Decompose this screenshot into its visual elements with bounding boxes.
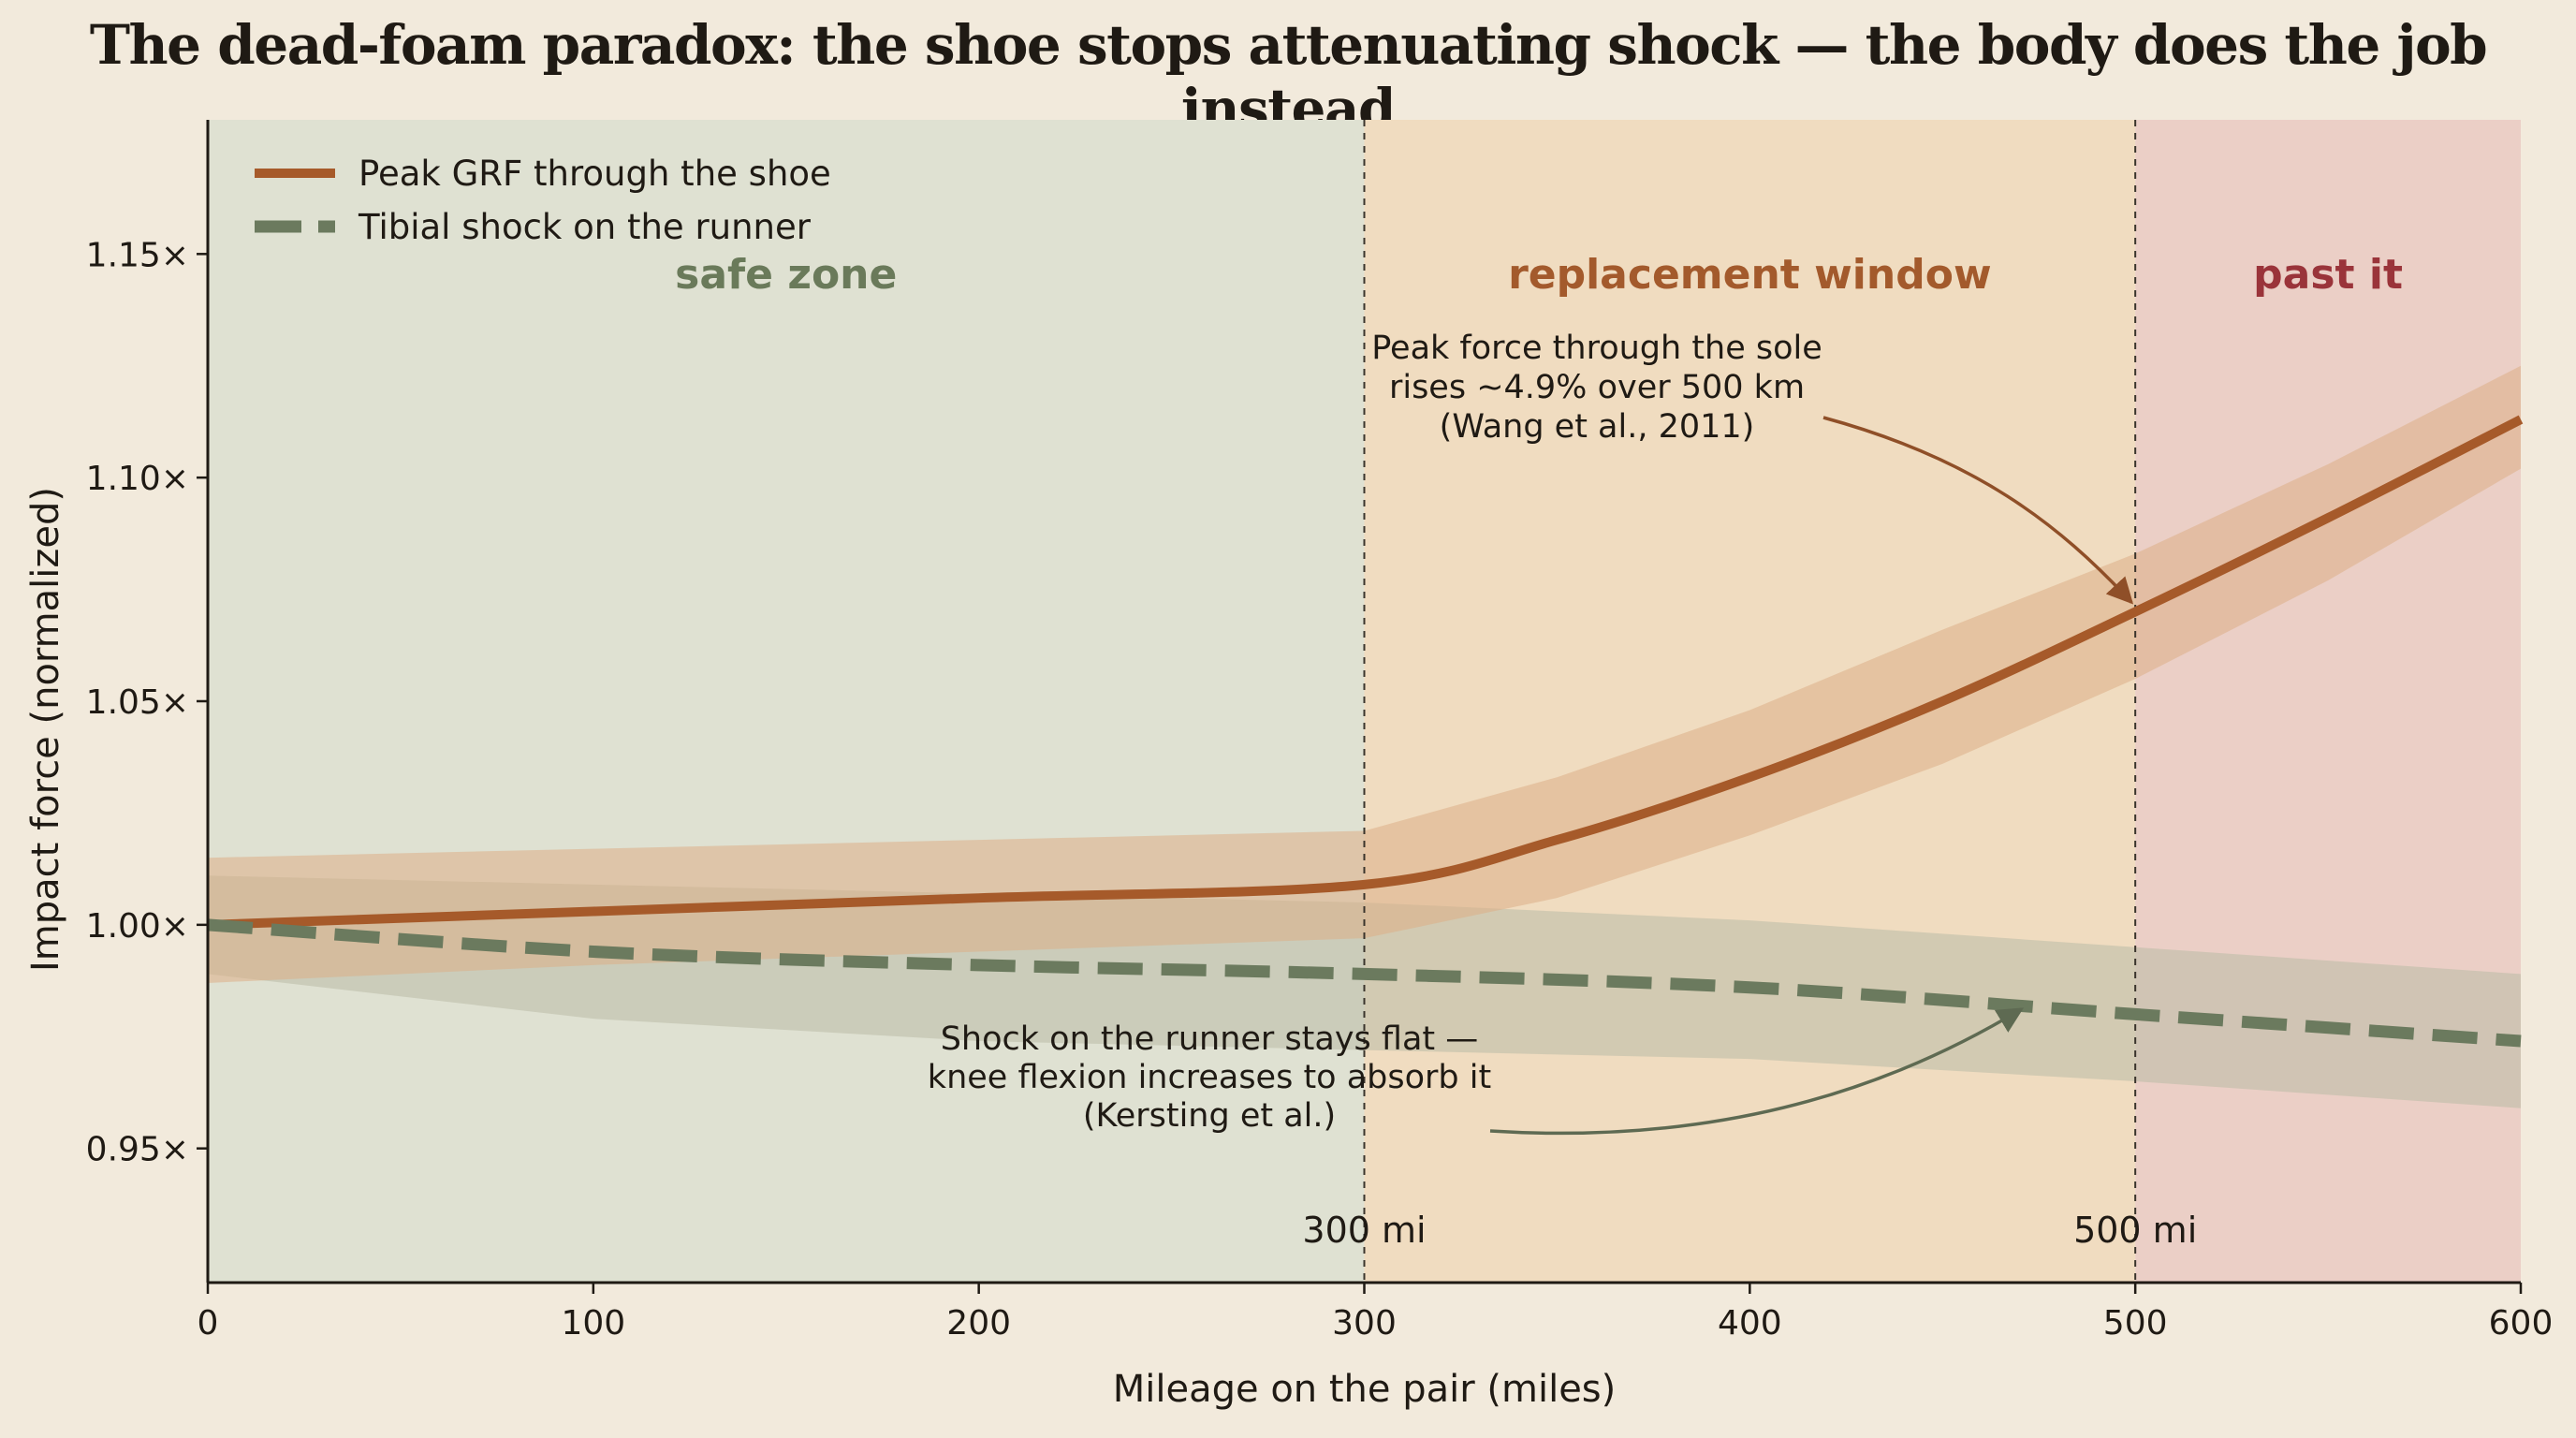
legend: Peak GRF through the shoe Tibial shock on… bbox=[255, 154, 831, 247]
chart-title: The dead-foam paradox: the shoe stops at… bbox=[89, 13, 2488, 140]
markers-layer: 300 mi 500 mi bbox=[1302, 120, 2197, 1283]
zone-label-0: safe zone bbox=[675, 251, 897, 299]
x-tick-label-2: 200 bbox=[946, 1304, 1011, 1343]
x-tick-label-5: 500 bbox=[2103, 1304, 2168, 1343]
y-tick-label-0: 0.95× bbox=[86, 1131, 189, 1169]
y-tick-label-1: 1.00× bbox=[86, 907, 189, 946]
x-tick-label-6: 600 bbox=[2489, 1304, 2554, 1343]
x-tick-label-3: 300 bbox=[1332, 1304, 1397, 1343]
x-tick-label-0: 0 bbox=[198, 1304, 219, 1343]
annotation-0-line-0: Peak force through the sole bbox=[1371, 330, 1822, 367]
axes-layer: 0 100 200 300 400 500 600 0.95× 1.00× 1.05× 1.10× 1… bbox=[24, 120, 2553, 1411]
zone-label-1: replacement window bbox=[1508, 251, 1992, 299]
x-tick-label-4: 400 bbox=[1718, 1304, 1782, 1343]
annotation-1-line-0: Shock on the runner stays flat — bbox=[941, 1020, 1479, 1058]
annotation-0-line-2: (Wang et al., 2011) bbox=[1440, 408, 1755, 446]
annotation-0-arrow bbox=[1822, 416, 2134, 605]
zone-band-0 bbox=[208, 120, 1365, 1283]
annotation-1-arrow bbox=[1489, 1007, 2025, 1136]
annotation-1-line-1: knee flexion increases to absorb it bbox=[928, 1059, 1491, 1096]
lines-layer bbox=[207, 415, 2524, 1048]
series-line-0 bbox=[207, 415, 2524, 930]
y-tick-label-4: 1.15× bbox=[86, 236, 189, 274]
marker-label-1: 500 mi bbox=[2073, 1210, 2197, 1251]
zones-layer: safe zone replacement window past it bbox=[208, 120, 2521, 1283]
y-axis-title: Impact force (normalized) bbox=[24, 487, 67, 972]
x-tick-label-1: 100 bbox=[561, 1304, 625, 1343]
legend-label-0: Peak GRF through the shoe bbox=[359, 154, 831, 194]
y-tick-label-3: 1.10× bbox=[86, 460, 189, 498]
legend-label-1: Tibial shock on the runner bbox=[358, 207, 812, 247]
annotation-0-line-1: rises ~4.9% over 500 km bbox=[1389, 369, 1805, 406]
marker-label-0: 300 mi bbox=[1302, 1210, 1426, 1251]
x-axis-title: Mileage on the pair (miles) bbox=[1113, 1368, 1617, 1411]
y-tick-label-2: 1.05× bbox=[86, 683, 189, 722]
annotation-1-line-2: (Kersting et al.) bbox=[1083, 1097, 1336, 1135]
zone-label-2: past it bbox=[2253, 251, 2403, 299]
